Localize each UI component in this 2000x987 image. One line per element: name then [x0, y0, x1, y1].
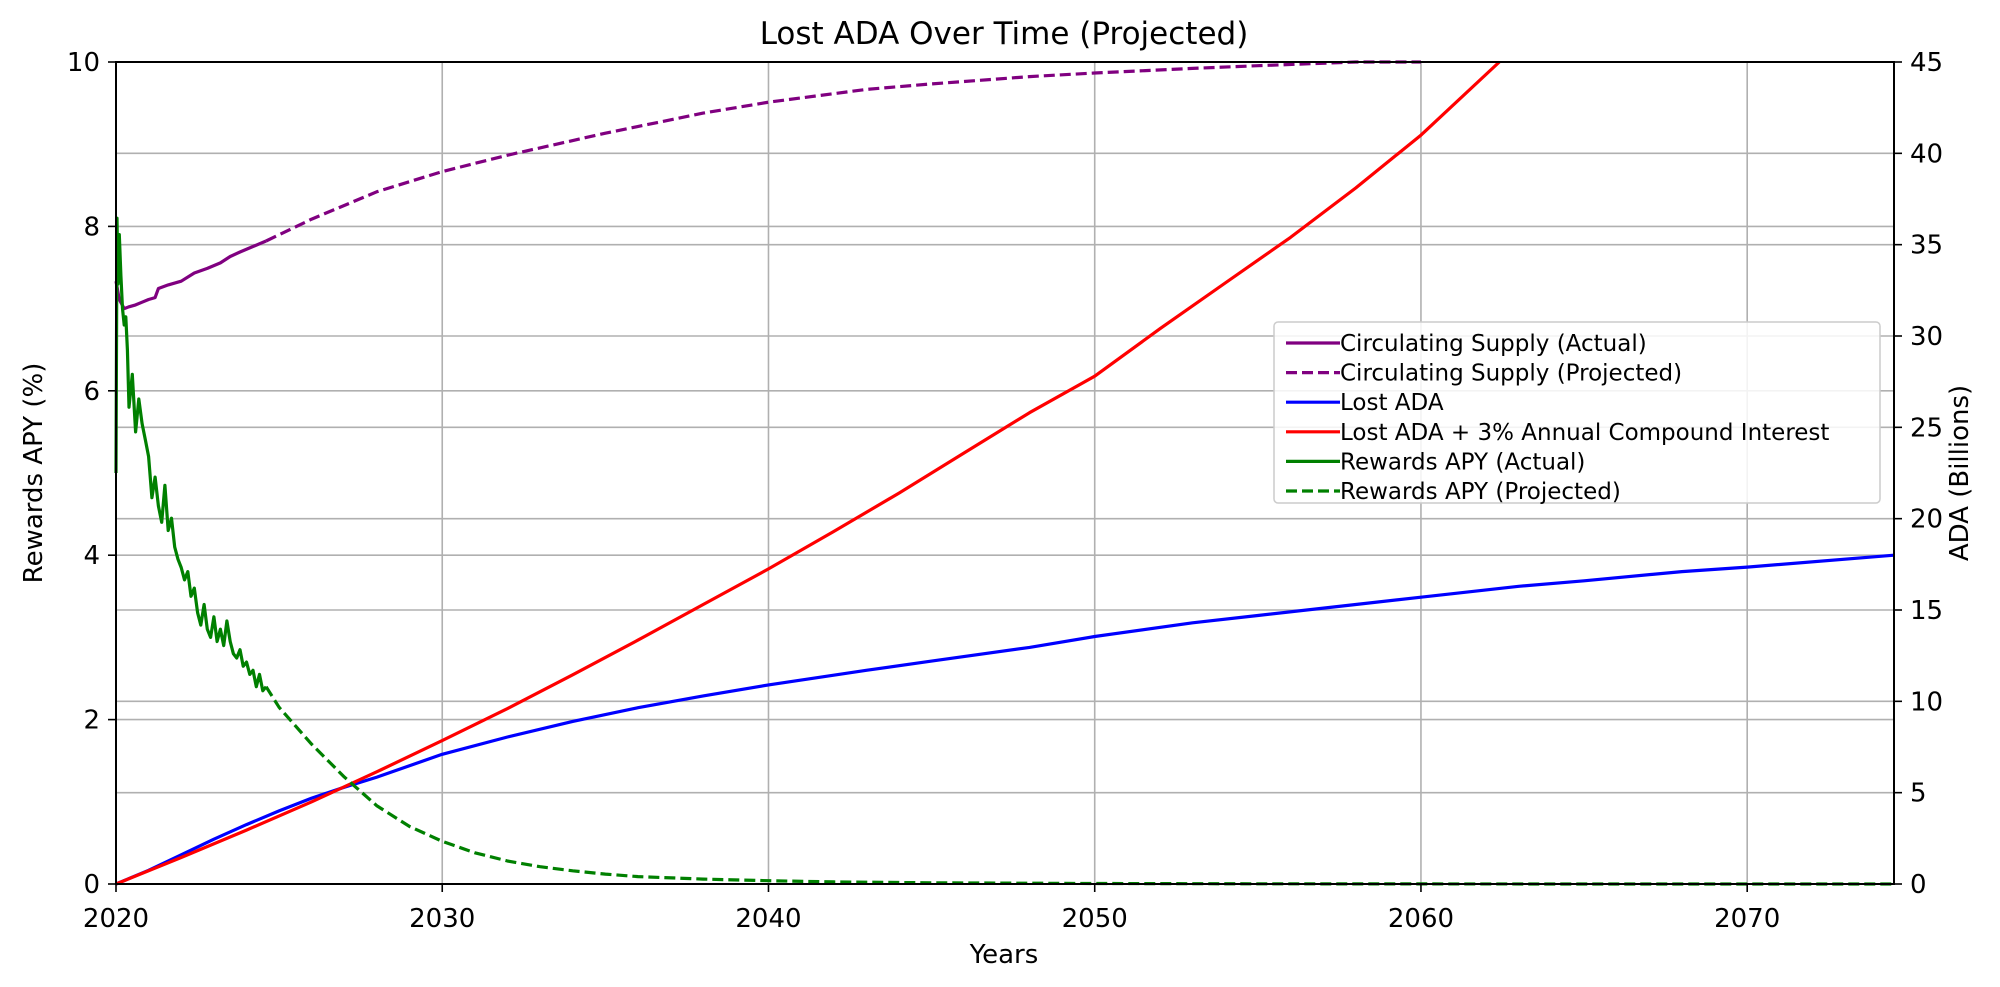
legend-box — [1273, 321, 1881, 504]
legend-label: Circulating Supply (Projected) — [1340, 361, 1682, 387]
legend-label: Circulating Supply (Actual) — [1340, 331, 1647, 357]
x-tick-label: 2060 — [1388, 904, 1454, 934]
right-tick-label: 10 — [1910, 687, 1943, 717]
x-tick-label: 2040 — [735, 904, 801, 934]
right-tick-label: 0 — [1910, 870, 1927, 900]
plot-frame — [115, 61, 1895, 885]
series-line-lost-ada-3-annual-compound-interest — [115, 60, 1501, 886]
right-tick-label: 30 — [1910, 322, 1943, 352]
right-tick-label: 20 — [1910, 505, 1943, 535]
right-tick-label: 45 — [1910, 48, 1943, 78]
legend-label: Lost ADA — [1340, 390, 1444, 416]
x-tick-label: 2030 — [409, 904, 475, 934]
right-tick-label: 15 — [1910, 596, 1943, 626]
legend: Circulating Supply (Actual) Circulating S… — [1273, 321, 1881, 505]
left-tick-label: 4 — [83, 541, 100, 571]
right-tick-label: 40 — [1910, 139, 1943, 169]
x-axis-title: Years — [969, 940, 1039, 970]
left-tick-label: 2 — [83, 706, 100, 736]
axis-ticks: 2020 2030 2040 2050 2060 2070 0 2 4 6 8 10 0 5 10 15 20 2… — [67, 48, 1943, 934]
x-tick-label: 2070 — [1714, 904, 1780, 934]
x-tick-label: 2020 — [83, 904, 149, 934]
left-axis-title: Rewards APY (%) — [19, 363, 49, 584]
legend-label: Rewards APY (Actual) — [1340, 449, 1585, 475]
left-tick-label: 10 — [67, 48, 100, 78]
x-tick-label: 2050 — [1062, 904, 1128, 934]
right-axis-title: ADA (Billions) — [1945, 385, 1975, 561]
legend-label: Rewards APY (Projected) — [1340, 479, 1621, 505]
series-line-circulating-supply-projected — [265, 60, 1421, 243]
series-line-circulating-supply-actual — [114, 239, 267, 311]
series-line-rewards-apy-actual — [114, 216, 268, 693]
legend-label: Lost ADA + 3% Annual Compound Interest — [1340, 420, 1829, 446]
right-tick-label: 5 — [1910, 779, 1927, 809]
right-tick-label: 25 — [1910, 413, 1943, 443]
series-line-lost-ada — [115, 553, 1895, 886]
right-tick-label: 35 — [1910, 231, 1943, 261]
left-tick-label: 6 — [83, 377, 100, 407]
left-tick-label: 0 — [83, 870, 100, 900]
left-tick-label: 8 — [83, 212, 100, 242]
chart-title: Lost ADA Over Time (Projected) — [760, 16, 1249, 52]
